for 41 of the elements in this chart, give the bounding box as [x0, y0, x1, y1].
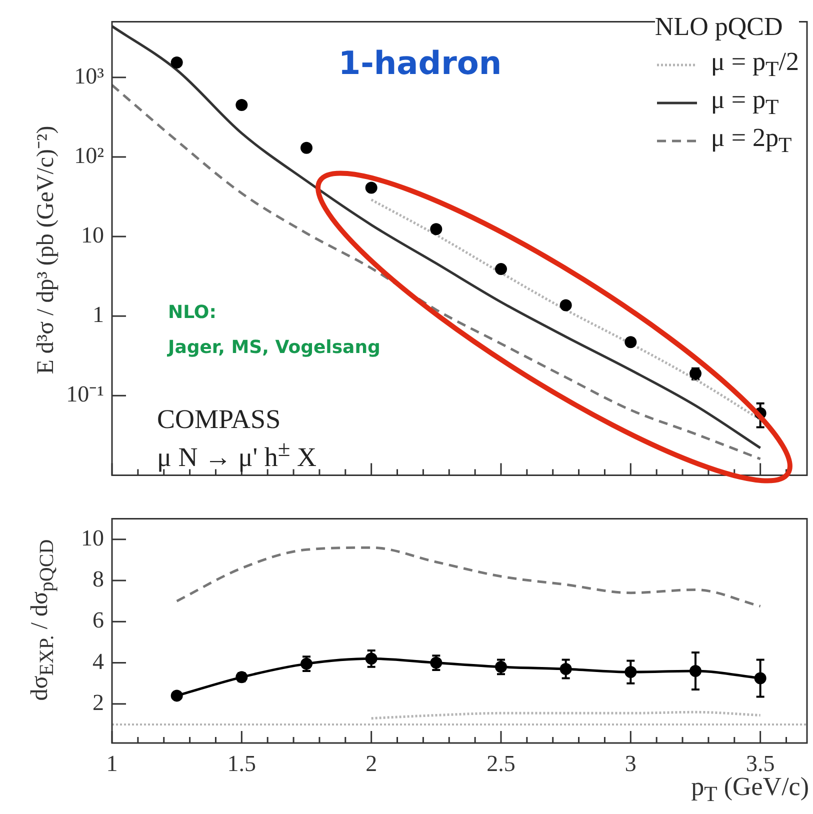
- point: [236, 99, 248, 111]
- y-tick-label: 2: [92, 690, 104, 715]
- legend-label: μ = p$_{T}$/2: [710, 47, 799, 83]
- y-tick-label: 10³: [74, 63, 104, 88]
- annotation: NLO:: [168, 302, 216, 323]
- point: [754, 672, 766, 684]
- x-tick-label: 2: [366, 750, 378, 776]
- point: [624, 336, 637, 348]
- legend-label: μ = p$_{T}$: [710, 85, 779, 121]
- annotation: COMPASS: [157, 404, 281, 435]
- point: [494, 660, 507, 673]
- point: [430, 223, 442, 236]
- legend-label: μ = 2p$_{T}$: [710, 123, 792, 159]
- point: [560, 299, 572, 312]
- y-tick-label: 10: [81, 525, 104, 550]
- text: 1-hadron: [337, 44, 503, 82]
- point: [689, 665, 702, 678]
- annotation: Jager, MS, Vogelsang: [168, 337, 380, 358]
- y-tick-label: 10⁻¹: [66, 382, 104, 407]
- point: [560, 662, 572, 675]
- point: [494, 263, 507, 276]
- y-tick-label: 8: [92, 566, 104, 592]
- legend-title: NLO pQCD: [654, 12, 784, 42]
- point: [170, 56, 183, 68]
- line-series: [176, 546, 762, 608]
- x-tick-label: 1.5: [227, 750, 256, 776]
- y-axis-title: E d³σ / dp³ (pb (GeV/c)⁻²): [32, 124, 59, 376]
- x-tick-label: 2.5: [486, 750, 516, 776]
- annotation: μ N → μ' h$^{±}$ X: [157, 436, 316, 473]
- point: [624, 666, 637, 678]
- point: [365, 652, 378, 665]
- x-tick-label: 3: [624, 750, 636, 776]
- y-tick-label: 10: [81, 222, 104, 248]
- point: [300, 142, 312, 154]
- y-tick-label: 6: [92, 608, 104, 633]
- y-tick-label: 10²: [74, 143, 104, 168]
- y-tick-label: 4: [92, 648, 104, 674]
- y-tick-label: 1: [92, 302, 104, 328]
- line-series: [370, 710, 762, 720]
- point: [170, 690, 183, 702]
- point: [365, 182, 378, 194]
